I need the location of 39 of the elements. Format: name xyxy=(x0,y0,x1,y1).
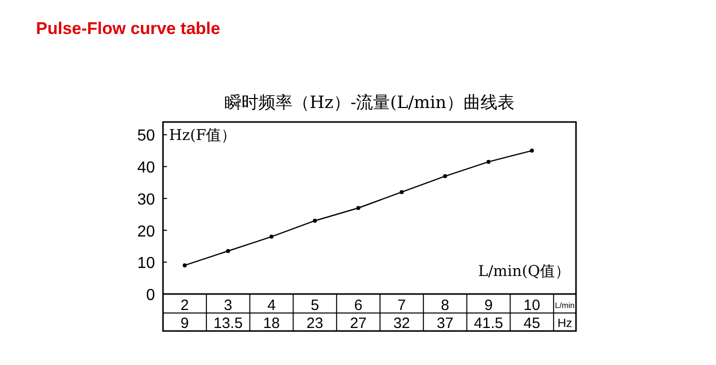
data-label: 27 xyxy=(350,315,367,332)
x-tick-label: 9 xyxy=(484,297,493,314)
point xyxy=(182,263,187,268)
x-tick-label: 7 xyxy=(398,297,406,314)
point xyxy=(226,249,230,253)
point xyxy=(270,234,274,239)
x-tick-label: 3 xyxy=(224,297,232,314)
y-tick-label: 20 xyxy=(137,223,156,240)
chart-title: Pulse-Flow curve table xyxy=(36,19,220,38)
point xyxy=(356,206,360,210)
point xyxy=(486,160,490,164)
x-tick-label: 5 xyxy=(310,297,320,314)
x-tick-label: 2 xyxy=(180,297,189,314)
point xyxy=(443,174,448,178)
x-tick-label: 10 xyxy=(524,297,540,314)
x-tick-label: 8 xyxy=(440,297,450,314)
data-label: 32 xyxy=(393,315,410,332)
y-axis-title: Hz(F值） xyxy=(169,126,236,144)
text: L/min xyxy=(555,301,575,310)
data-label: 23 xyxy=(306,315,324,332)
data-label: 45 xyxy=(524,315,540,332)
data-label: 41.5 xyxy=(474,315,504,332)
point xyxy=(530,148,534,153)
y-tick-label: 0 xyxy=(146,287,156,304)
data-label: 9 xyxy=(180,315,189,332)
y-tick-label: 10 xyxy=(137,255,156,272)
y-tick-label: 40 xyxy=(137,160,156,177)
point xyxy=(312,218,317,223)
chart-subtitle: 瞬时频率（Hz）-流量(L/min）曲线表 xyxy=(224,93,514,113)
data-label: 13.5 xyxy=(214,315,243,332)
x-tick-label: 4 xyxy=(267,297,276,314)
y-tick-label: 30 xyxy=(137,191,156,208)
x-tick-label: 6 xyxy=(354,297,362,314)
data-label: 37 xyxy=(436,315,454,332)
text: Hz xyxy=(557,316,572,330)
x-axis-title: L/min(Q值） xyxy=(478,262,570,280)
y-tick-label: 50 xyxy=(137,128,156,145)
point xyxy=(400,190,404,194)
data-label: 18 xyxy=(263,315,280,332)
